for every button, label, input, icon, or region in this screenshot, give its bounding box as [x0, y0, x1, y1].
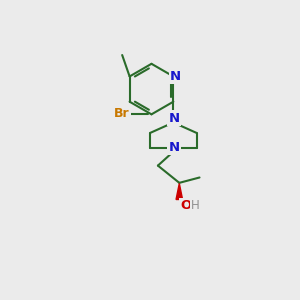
Text: O: O: [180, 199, 191, 212]
Text: Br: Br: [114, 107, 130, 120]
Polygon shape: [176, 183, 183, 200]
Text: H: H: [191, 199, 200, 212]
Text: N: N: [168, 112, 179, 124]
Text: N: N: [170, 70, 181, 83]
Text: N: N: [168, 141, 179, 154]
